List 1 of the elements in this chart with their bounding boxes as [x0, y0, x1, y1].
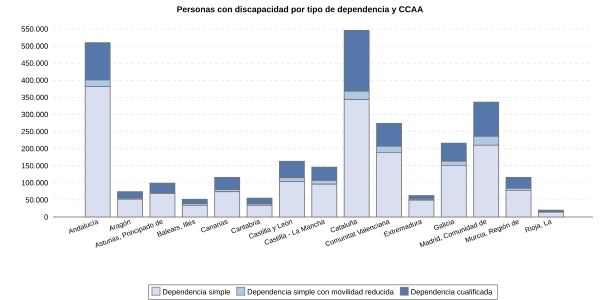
- chart-title: Personas con discapacidad por tipo de dependencia y CCAA: [177, 6, 424, 14]
